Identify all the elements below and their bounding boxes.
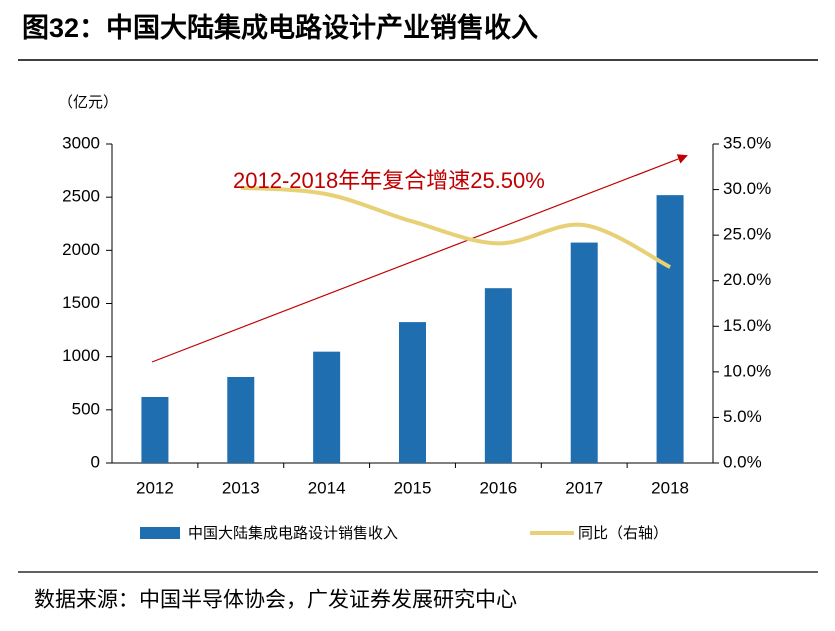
bar xyxy=(484,288,512,463)
y-tick-label: 2000 xyxy=(62,240,100,259)
y2-tick-label: 25.0% xyxy=(723,225,771,244)
source-note: 数据来源：中国半导体协会，广发证券发展研究中心 xyxy=(34,589,517,612)
x-tick-label: 2016 xyxy=(479,478,517,497)
y-tick-label: 500 xyxy=(72,399,100,418)
bar xyxy=(313,351,341,463)
y2-tick-label: 35.0% xyxy=(723,133,771,152)
bar xyxy=(141,396,169,463)
legend-label: 中国大陆集成电路设计销售收入 xyxy=(188,525,398,542)
bar xyxy=(570,242,598,463)
y2-tick-label: 5.0% xyxy=(723,407,762,426)
bar xyxy=(656,195,684,463)
y2-tick-label: 15.0% xyxy=(723,316,771,335)
legend-swatch xyxy=(140,527,180,539)
chart-title: 图32：中国大陆集成电路设计产业销售收入 xyxy=(22,12,538,43)
y2-tick-label: 30.0% xyxy=(723,179,771,198)
y2-tick-label: 0.0% xyxy=(723,452,762,471)
y2-tick-label: 10.0% xyxy=(723,361,771,380)
legend-label: 同比（右轴） xyxy=(578,525,668,542)
bar xyxy=(399,322,426,463)
bar xyxy=(227,376,255,463)
y-tick-label: 0 xyxy=(91,452,100,471)
y-tick-label: 1500 xyxy=(62,293,100,312)
x-tick-label: 2017 xyxy=(565,478,603,497)
y2-tick-label: 20.0% xyxy=(723,270,771,289)
y-axis-unit: （亿元） xyxy=(58,94,118,111)
x-tick-label: 2018 xyxy=(651,478,689,497)
x-tick-label: 2015 xyxy=(394,478,432,497)
x-tick-label: 2012 xyxy=(136,478,174,497)
x-tick-label: 2013 xyxy=(222,478,260,497)
annotation: 2012-2018年年复合增速25.50% xyxy=(233,168,545,193)
trend-arrow xyxy=(151,154,688,363)
y-tick-label: 2500 xyxy=(62,187,100,206)
line-series xyxy=(240,185,671,269)
y-tick-label: 1000 xyxy=(62,346,100,365)
y-tick-label: 3000 xyxy=(62,133,100,152)
x-tick-label: 2014 xyxy=(308,478,346,497)
